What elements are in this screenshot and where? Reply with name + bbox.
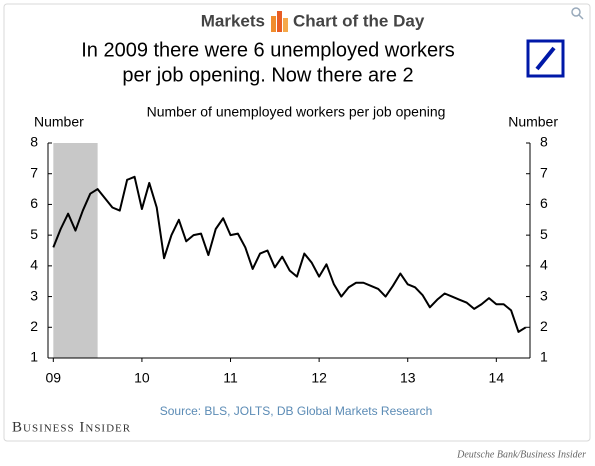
x-tick-label: 11: [223, 370, 238, 386]
y-tick-label: 2: [30, 318, 38, 334]
x-tick-label: 13: [400, 370, 416, 386]
y2-tick-label: 1: [540, 349, 548, 365]
brand: Business Insider: [12, 419, 131, 435]
y-tick-label: 7: [30, 164, 38, 180]
y-tick-label: 1: [30, 349, 38, 365]
y-axis-label: Number: [34, 114, 84, 130]
section: Markets: [201, 11, 265, 30]
feature: Chart of the Day: [293, 11, 425, 30]
y2-tick-label: 6: [540, 195, 548, 211]
y2-tick-label: 8: [540, 134, 548, 150]
y-tick-label: 3: [30, 287, 38, 303]
x-tick-label: 14: [489, 370, 505, 386]
subtitle: Number of unemployed workers per job ope…: [147, 104, 446, 120]
line: [52, 175, 527, 333]
y2-tick-label: 5: [540, 226, 548, 242]
y-tick-label: 5: [30, 226, 38, 242]
y2-tick-label: 2: [540, 318, 548, 334]
zoom-icon[interactable]: [571, 7, 584, 20]
shaded-region: [53, 143, 98, 358]
title-line: per job opening. Now there are 2: [122, 64, 413, 86]
y2-tick-label: 3: [540, 287, 548, 303]
y-tick-label: 4: [30, 257, 38, 273]
logo: [526, 39, 565, 78]
frame: [3, 3, 591, 442]
x-tick-label: 12: [311, 370, 327, 386]
source: Source: BLS, JOLTS, DB Global Markets Re…: [160, 404, 433, 418]
y-tick-label: 8: [30, 134, 38, 150]
y-tick-label: 6: [30, 195, 38, 211]
x-tick-label: 09: [46, 370, 62, 386]
y2-tick-label: 7: [540, 164, 548, 180]
y2-axis-label: Number: [508, 114, 558, 130]
x-tick-label: 10: [134, 370, 150, 386]
y2-tick-label: 4: [540, 257, 548, 273]
credit: Deutsche Bank/Business Insider: [456, 449, 586, 460]
header-icon: [271, 11, 288, 32]
title-line: In 2009 there were 6 unemployed workers: [81, 39, 455, 61]
